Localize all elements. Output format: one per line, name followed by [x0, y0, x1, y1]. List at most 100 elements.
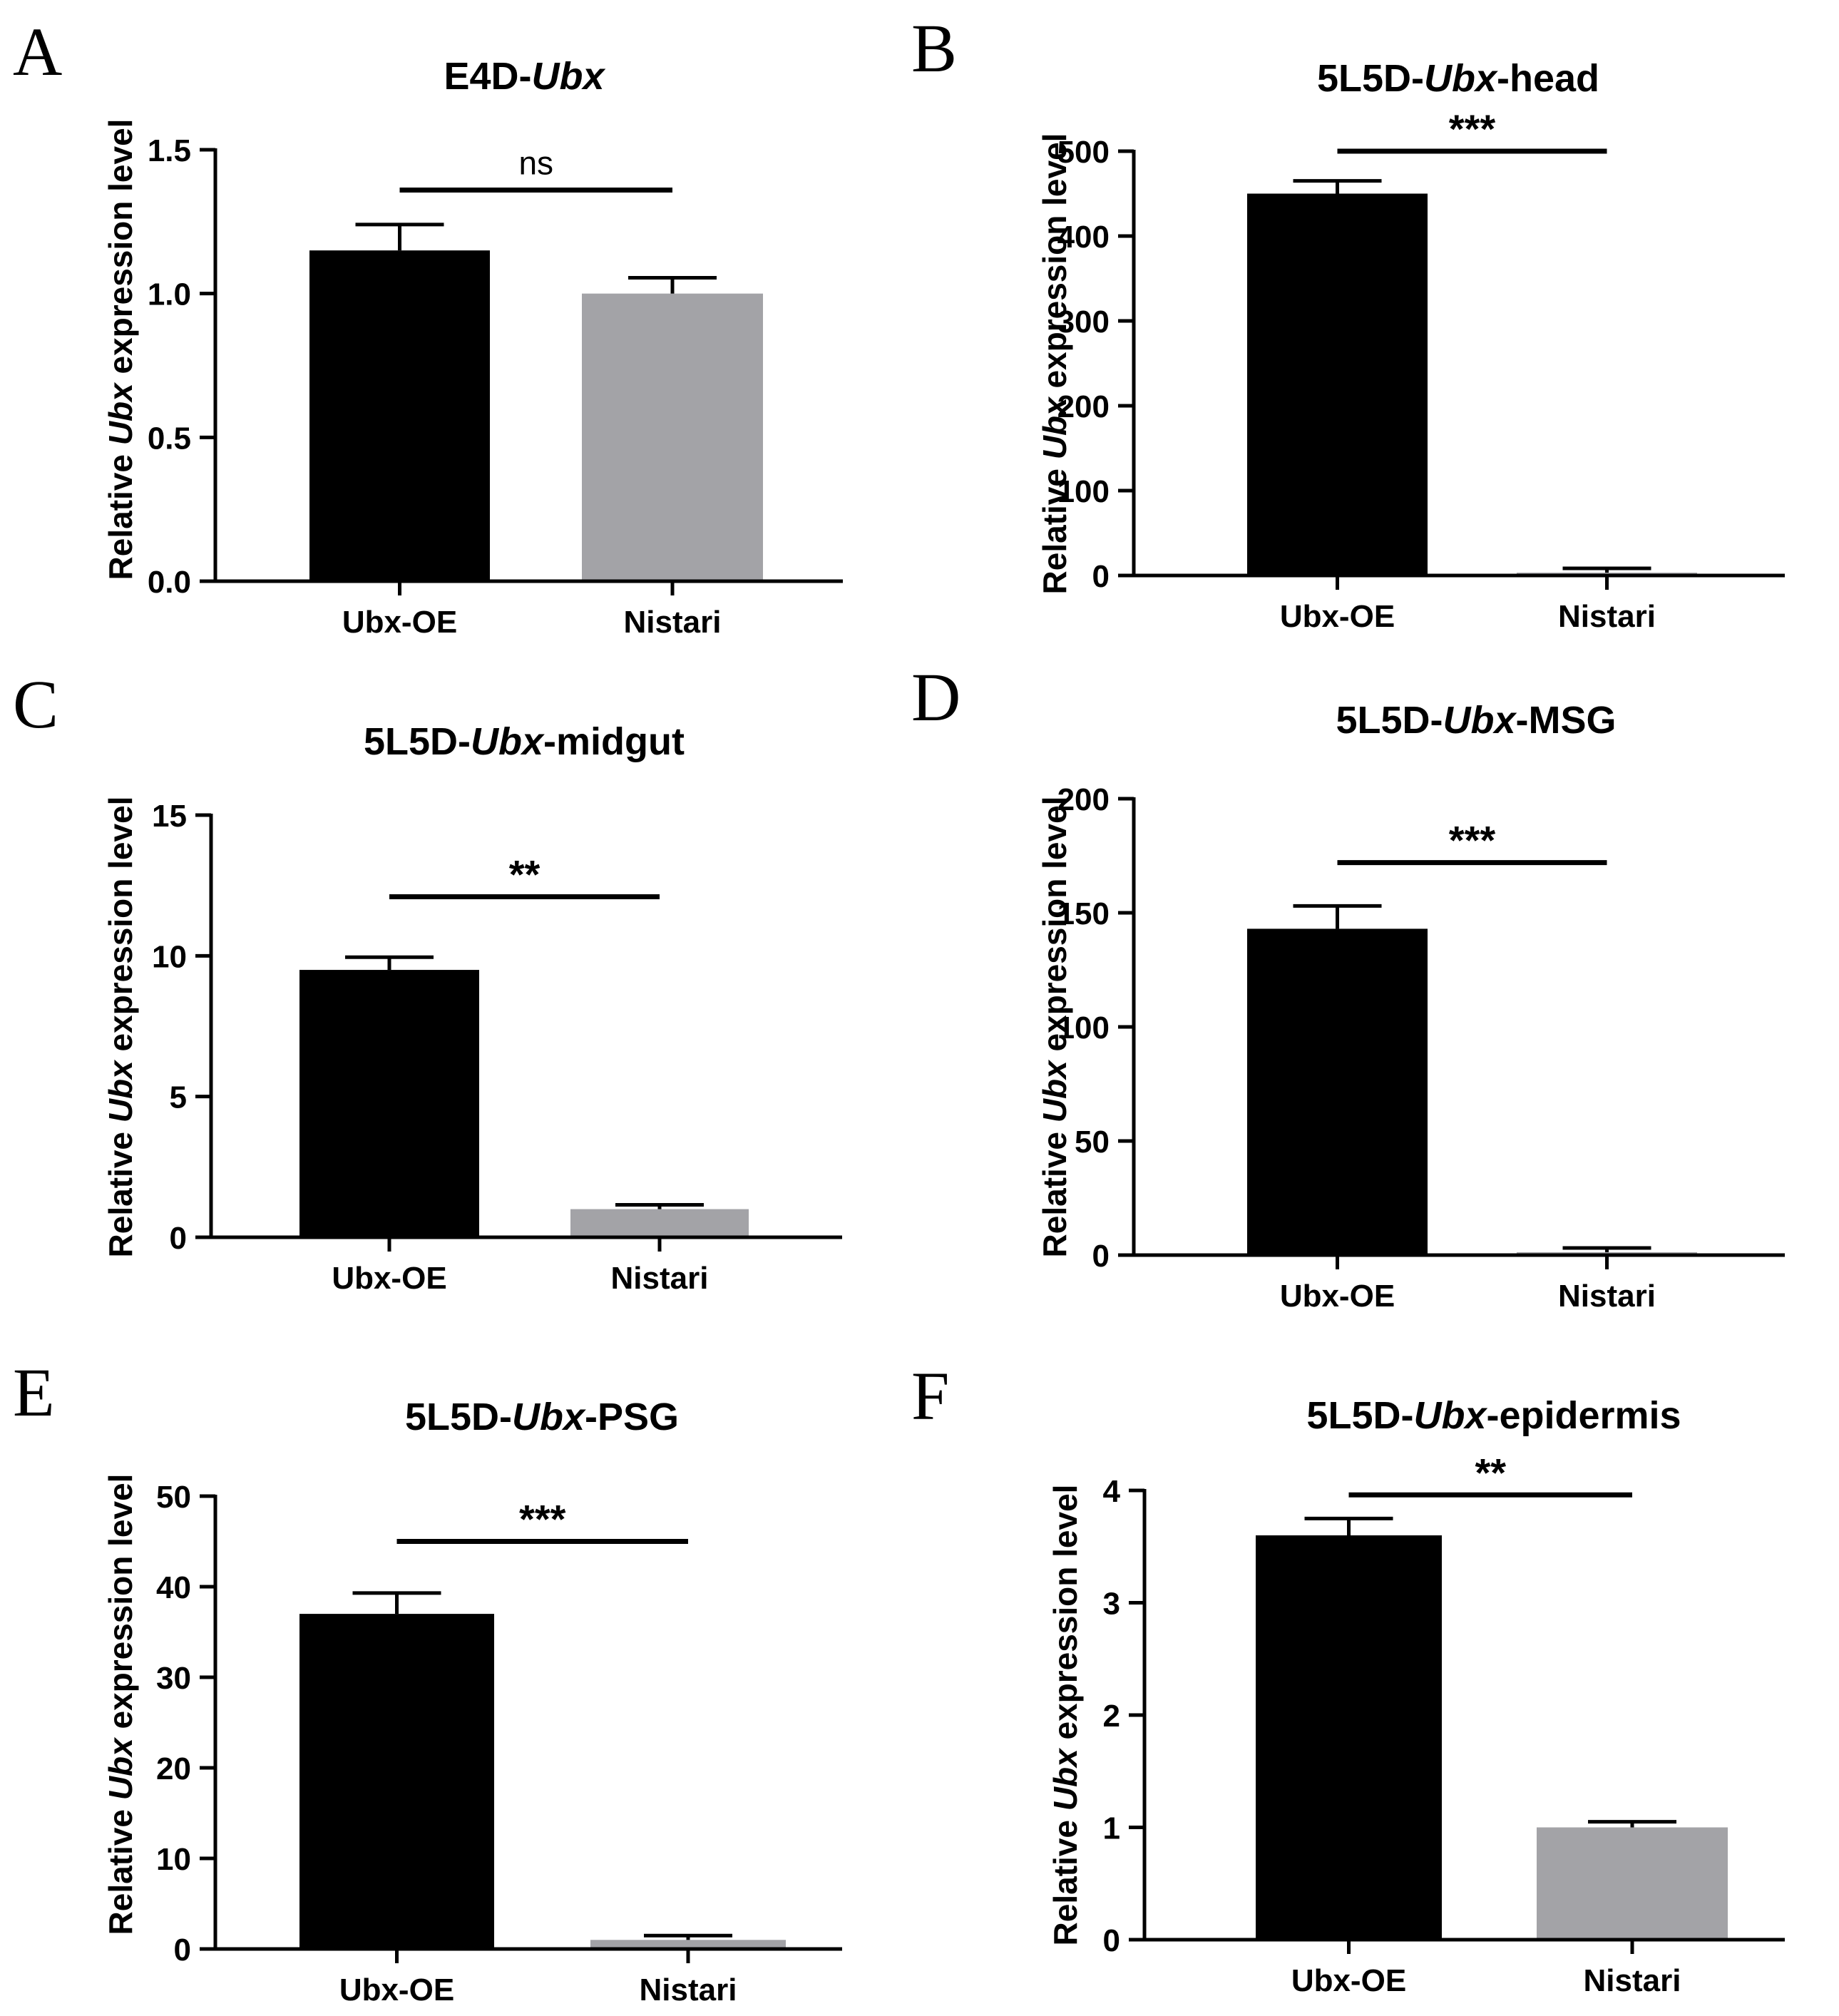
y-axis-label-part: expression level [1036, 797, 1073, 1061]
chart-title-part: Ubx [1424, 57, 1498, 100]
y-tick-label: 20 [156, 1751, 191, 1786]
y-tick-label: 4 [1103, 1474, 1121, 1509]
bar-nistari [582, 293, 763, 581]
y-tick-label: 0 [1092, 559, 1110, 594]
y-axis-label: Relative Ubx expression level [1036, 133, 1073, 595]
y-axis-label-part: Ubx [1036, 396, 1073, 459]
y-axis-label-part: Ubx [102, 1059, 139, 1122]
y-axis-label: Relative Ubx expression level [1036, 797, 1073, 1258]
x-tick-label: Nistari [611, 1261, 709, 1296]
bar-ubx-oe [309, 250, 490, 581]
y-tick-label: 1.5 [148, 133, 191, 168]
panel-letter: B [911, 10, 957, 86]
significance-label: *** [519, 1497, 566, 1542]
bar-ubx-oe [1256, 1535, 1442, 1940]
x-tick-label: Nistari [1558, 599, 1656, 634]
chart-title-part: 5L5D- [364, 720, 471, 763]
x-tick-label: Nistari [1558, 1279, 1656, 1314]
panel-letter: F [911, 1358, 949, 1434]
significance-label: ** [509, 851, 541, 896]
y-axis-label: Relative Ubx expression level [102, 797, 139, 1258]
chart-title: 5L5D-Ubx-MSG [1336, 699, 1616, 742]
y-axis-label-part: Ubx [102, 382, 139, 445]
panel-letter: A [13, 14, 62, 90]
bar-nistari [1537, 1827, 1728, 1940]
y-tick-label: 5 [170, 1080, 187, 1115]
significance-label: *** [1449, 106, 1496, 151]
bar-nistari [590, 1940, 786, 1949]
x-tick-label: Ubx-OE [1291, 1963, 1406, 1998]
panel-letter: E [13, 1354, 55, 1431]
y-axis-label-part: expression level [1036, 133, 1073, 398]
y-axis-label-part: Relative [102, 445, 139, 580]
y-tick-label: 15 [152, 799, 187, 834]
chart-title-part: Ubx [532, 55, 606, 98]
y-axis-label-part: Relative [1047, 1811, 1084, 1945]
x-tick-label: Nistari [624, 605, 722, 640]
y-tick-label: 400 [1057, 220, 1110, 255]
y-tick-label: 50 [156, 1480, 191, 1515]
bar-nistari [570, 1209, 749, 1237]
chart-title-part: -head [1497, 57, 1599, 100]
y-tick-label: 10 [152, 939, 187, 974]
panel-letter: D [911, 659, 961, 735]
y-axis-label-part: expression level [1047, 1485, 1084, 1749]
chart-title-part: Ubx [512, 1396, 586, 1438]
chart-title-part: Ubx [471, 720, 545, 763]
chart-title-part: -midgut [543, 720, 685, 763]
y-tick-label: 300 [1057, 305, 1110, 339]
y-axis-label-part: Relative [102, 1122, 139, 1257]
panel-letter: C [13, 666, 58, 742]
chart-title-part: Ubx [1413, 1394, 1487, 1437]
chart-title-part: -PSG [585, 1396, 679, 1438]
y-tick-label: 1 [1103, 1811, 1120, 1846]
chart-title: 5L5D-Ubx-epidermis [1306, 1394, 1681, 1437]
chart-title-part: 5L5D- [1336, 699, 1443, 742]
y-tick-label: 2 [1103, 1699, 1120, 1734]
chart-title-part: 5L5D- [405, 1396, 512, 1438]
bar-ubx-oe [299, 1614, 494, 1949]
x-tick-label: Nistari [1584, 1963, 1681, 1998]
x-tick-label: Ubx-OE [1280, 1279, 1395, 1314]
y-tick-label: 3 [1103, 1587, 1120, 1622]
x-tick-label: Ubx-OE [332, 1261, 446, 1296]
y-tick-label: 100 [1057, 474, 1110, 509]
significance-label: ** [1475, 1450, 1506, 1495]
y-tick-label: 50 [1075, 1125, 1110, 1160]
y-tick-label: 200 [1057, 782, 1110, 817]
chart-title: 5L5D-Ubx-head [1317, 57, 1599, 100]
y-axis-label-part: expression level [102, 797, 139, 1061]
y-axis-label-part: Ubx [1036, 1059, 1073, 1122]
chart-title-part: 5L5D- [1306, 1394, 1413, 1437]
y-axis-label-part: expression level [102, 119, 139, 384]
chart-title: E4D-Ubx [444, 55, 605, 98]
y-tick-label: 0 [170, 1221, 187, 1256]
y-tick-label: 150 [1057, 896, 1110, 931]
chart-title-part: Ubx [1443, 699, 1517, 742]
x-tick-label: Ubx-OE [339, 1972, 454, 2007]
chart-title-part: E4D- [444, 55, 531, 98]
bar-ubx-oe [299, 970, 479, 1237]
y-axis-label-part: Ubx [102, 1736, 139, 1800]
y-axis-label: Relative Ubx expression level [1047, 1485, 1084, 1946]
chart-title-part: -epidermis [1486, 1394, 1681, 1437]
bar-ubx-oe [1247, 928, 1428, 1255]
significance-label: ns [518, 144, 553, 181]
y-axis-label-part: expression level [102, 1474, 139, 1739]
x-tick-label: Ubx-OE [1280, 599, 1395, 634]
y-axis-label-part: Relative [1036, 459, 1073, 594]
y-tick-label: 0.0 [148, 565, 191, 600]
chart-title: 5L5D-Ubx-PSG [405, 1396, 679, 1438]
y-axis-label-part: Ubx [1047, 1747, 1084, 1811]
y-axis-label-part: Relative [102, 1800, 139, 1935]
y-tick-label: 0.5 [148, 421, 191, 456]
y-axis-label: Relative Ubx expression level [102, 119, 139, 580]
chart-title: 5L5D-Ubx-midgut [364, 720, 685, 763]
chart-title-part: -MSG [1516, 699, 1617, 742]
y-axis-label-part: Relative [1036, 1122, 1073, 1257]
x-tick-label: Nistari [640, 1972, 737, 2007]
